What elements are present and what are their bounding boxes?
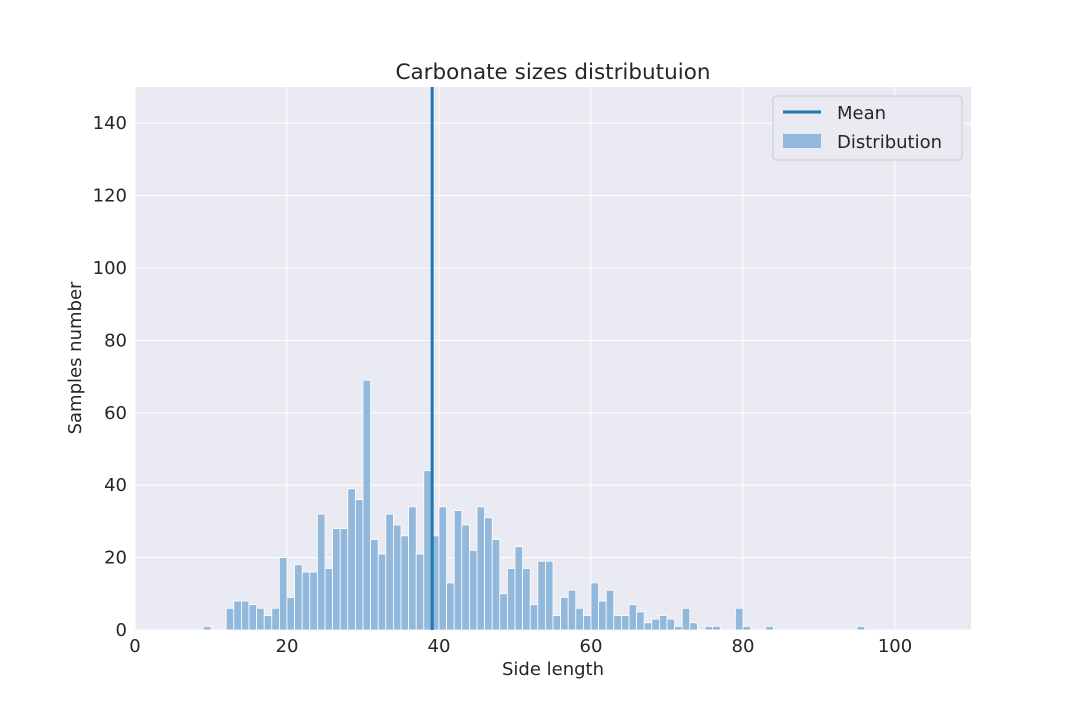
histogram-bar — [461, 524, 470, 631]
y-tick-label: 0 — [116, 620, 127, 641]
histogram-bar — [681, 607, 691, 631]
x-axis-label: Side length — [502, 659, 604, 680]
histogram-bar — [468, 549, 478, 631]
histogram-bar — [316, 513, 326, 631]
histogram-bar — [735, 607, 744, 631]
histogram-bar — [225, 607, 235, 631]
histogram-bar — [613, 615, 622, 631]
histogram-bar — [491, 539, 501, 631]
y-tick-label: 20 — [104, 548, 127, 569]
histogram-bar — [392, 524, 402, 631]
histogram-bar — [263, 615, 273, 631]
histogram-bar — [598, 600, 607, 631]
y-tick-label: 60 — [104, 403, 127, 424]
histogram-bar — [636, 611, 645, 631]
histogram-bar — [453, 510, 463, 631]
histogram-bar — [446, 582, 455, 631]
histogram-bar — [347, 488, 356, 631]
legend-distribution-swatch — [783, 134, 821, 148]
y-tick-label: 100 — [93, 258, 127, 279]
legend: Mean Distribution — [772, 95, 963, 161]
histogram-bar — [689, 622, 698, 631]
y-axis-label: Samples number — [65, 281, 86, 434]
histogram-bar — [400, 535, 409, 631]
x-tick-label: 0 — [129, 636, 140, 657]
histogram-bar — [590, 582, 599, 631]
histogram-bar — [621, 615, 630, 631]
histogram-bar — [286, 597, 295, 631]
histogram-bar — [248, 604, 257, 631]
histogram-bar — [438, 506, 447, 631]
histogram-bar — [552, 615, 561, 631]
legend-mean-label: Mean — [837, 103, 886, 124]
y-tick-label: 80 — [104, 330, 127, 351]
histogram-bar — [499, 593, 508, 631]
histogram-bar — [712, 625, 721, 631]
histogram-bar — [385, 513, 394, 631]
histogram-bar — [339, 528, 349, 631]
histogram-bar — [271, 607, 280, 631]
histogram-bar — [856, 625, 865, 631]
chart-title: Carbonate sizes distributuion — [396, 60, 711, 85]
histogram-bar — [240, 600, 250, 631]
histogram-bar — [278, 557, 288, 631]
histogram-bar — [309, 571, 318, 631]
histogram-bar — [256, 607, 265, 631]
histogram-bar — [423, 470, 432, 631]
histogram-bar — [651, 618, 660, 631]
histogram-bar — [370, 539, 379, 631]
histogram-bar — [415, 553, 425, 631]
legend-distribution-label: Distribution — [837, 132, 942, 153]
x-tick-label: 80 — [732, 636, 755, 657]
histogram-bar — [233, 600, 242, 631]
histogram-bar — [476, 506, 485, 631]
histogram-bar — [704, 625, 713, 631]
histogram-bar — [202, 625, 212, 631]
histogram-bar — [332, 528, 341, 631]
histogram-bar — [301, 571, 311, 631]
histogram-bar — [362, 379, 371, 631]
histogram-bar — [529, 604, 539, 631]
histogram-bar — [506, 568, 516, 631]
y-tick-label: 140 — [93, 113, 127, 134]
x-tick-labels: 0 20 40 60 80 100 — [129, 636, 912, 657]
x-tick-label: 60 — [580, 636, 603, 657]
histogram-bar — [560, 597, 569, 631]
x-tick-label: 20 — [276, 636, 299, 657]
plot-area-background — [135, 87, 971, 630]
histogram-bar — [643, 622, 653, 631]
y-tick-label: 120 — [93, 186, 127, 207]
y-tick-labels: 0 20 40 60 80 100 120 140 — [93, 113, 127, 641]
histogram-bar — [354, 499, 364, 631]
histogram-bar — [522, 568, 531, 631]
histogram-bar — [605, 589, 615, 631]
y-tick-label: 40 — [104, 475, 127, 496]
histogram-bar — [567, 589, 577, 631]
histogram-bar — [545, 560, 554, 631]
histogram-bar — [575, 607, 584, 631]
histogram-bar — [583, 615, 592, 631]
histogram-bar — [628, 604, 637, 631]
histogram-bar — [324, 568, 333, 631]
histogram-bars — [202, 379, 865, 631]
histogram-bar — [659, 615, 668, 631]
x-tick-label: 40 — [428, 636, 451, 657]
histogram-bar — [484, 517, 493, 631]
histogram-bar — [765, 625, 774, 631]
histogram-bar — [742, 625, 751, 631]
histogram-bar — [294, 564, 303, 631]
histogram-bar — [377, 553, 387, 631]
histogram-bar — [666, 618, 675, 631]
x-tick-label: 100 — [878, 636, 912, 657]
histogram-bar — [537, 560, 546, 631]
histogram-bar — [408, 506, 417, 631]
histogram-bar — [674, 625, 683, 631]
histogram-bar — [514, 546, 523, 631]
